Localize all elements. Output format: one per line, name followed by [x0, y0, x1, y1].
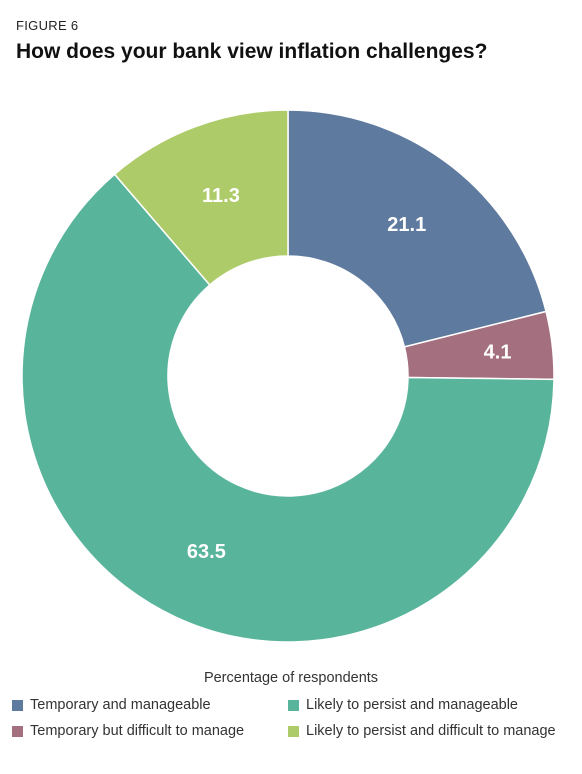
- figure-label: FIGURE 6: [16, 18, 79, 33]
- slice-value-label: 4.1: [484, 342, 512, 364]
- legend-item: Likely to persist and manageable: [288, 697, 578, 713]
- legend-swatch: [288, 725, 299, 737]
- slice-value-label: 11.3: [202, 185, 240, 207]
- legend-label: Temporary but difficult to manage: [30, 723, 245, 739]
- slice-likely-to-persist-and-manageable: [21, 173, 555, 643]
- legend-swatch: [12, 725, 23, 737]
- legend: Temporary and manageable Likely to persi…: [12, 697, 578, 739]
- slice-temporary-and-manageable: [287, 109, 547, 348]
- slice-likely-to-persist-and-difficult-to-manage: [113, 109, 289, 287]
- legend-item: Likely to persist and difficult to manag…: [288, 723, 578, 739]
- slice-value-label: 63.5: [187, 541, 226, 563]
- legend-swatch: [288, 699, 299, 711]
- legend-swatch: [12, 699, 23, 711]
- legend-label: Likely to persist and difficult to manag…: [306, 723, 556, 739]
- donut-chart: 21.1 4.1 63.5 11.3: [21, 109, 555, 643]
- legend-item: Temporary and manageable: [12, 697, 288, 713]
- slice-value-label: 21.1: [387, 214, 426, 236]
- chart-title: How does your bank view inflation challe…: [16, 40, 488, 63]
- legend-title: Percentage of respondents: [203, 670, 379, 686]
- legend-item: Temporary but difficult to manage: [12, 723, 288, 739]
- legend-label: Temporary and manageable: [30, 697, 211, 713]
- legend-label: Likely to persist and manageable: [306, 697, 518, 713]
